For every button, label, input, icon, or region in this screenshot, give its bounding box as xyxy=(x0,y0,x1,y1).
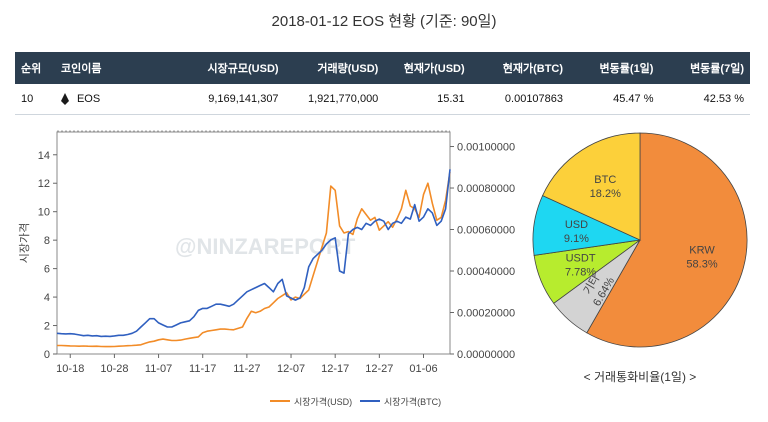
y-left-tick-label: 8 xyxy=(44,235,50,247)
header-rank[interactable]: 순위 xyxy=(15,52,55,84)
pie-slice-BTC[interactable] xyxy=(542,132,641,241)
chart-axes: 0 2 4 6 8 10 12 14 0.00000000 0.00020000 0.0004000… xyxy=(18,130,515,375)
y-left-tick-label: 2 xyxy=(44,321,50,333)
y-left-tick-label: 14 xyxy=(38,150,50,162)
chart-lines xyxy=(56,169,451,348)
header-price-btc[interactable]: 현재가(BTC) xyxy=(470,52,570,84)
y-axis-label: 시장가격 xyxy=(18,223,31,263)
pie-slice-percent: 18.2% xyxy=(590,188,621,200)
pie-caption: < 거래통화비율(1일) > xyxy=(583,370,697,384)
pie-slice-name: KRW xyxy=(689,245,715,257)
pie-slice-name: USD xyxy=(565,219,588,231)
coin-name-text: EOS xyxy=(76,92,101,105)
legend-label-1[interactable]: 시장가격(BTC) xyxy=(384,396,441,407)
cell-market-cap: 9,169,141,307 xyxy=(167,84,285,115)
pie-slice-percent: 9.1% xyxy=(564,233,589,245)
y-right-tick-label: 0.00000000 xyxy=(457,349,515,361)
header-change-1d[interactable]: 변동률(1일) xyxy=(569,52,660,84)
x-tick-label: 11-07 xyxy=(145,363,172,375)
x-tick-label: 11-17 xyxy=(189,363,216,375)
price-line-chart: @NINZAREPORT 0 2 4 6 8 10 12 14 0.00000000 0.0002… xyxy=(18,130,515,407)
x-tick-label: 12-07 xyxy=(277,363,305,375)
pie-slice-KRW[interactable] xyxy=(586,132,748,348)
cell-coin-name: EOS xyxy=(54,84,168,115)
eos-coin-icon xyxy=(60,93,69,106)
pie-slice-percent: 58.3% xyxy=(686,259,717,271)
y-left-tick-label: 6 xyxy=(44,264,50,276)
header-price-usd[interactable]: 현재가(USD) xyxy=(384,52,471,84)
cell-change-1d: 45.47 % xyxy=(569,84,660,115)
pie-label-group: USD 9.1% xyxy=(564,219,589,245)
x-tick-label: 12-17 xyxy=(321,363,349,375)
pie-slice-name: BTC xyxy=(594,174,616,186)
pie-label-group: USDT 7.78% xyxy=(565,252,596,278)
plot-frame xyxy=(56,131,451,355)
y-right-tick-label: 0.00020000 xyxy=(457,308,515,320)
y-left-tick-label: 10 xyxy=(38,207,50,219)
pie-slice-percent: 7.78% xyxy=(565,266,596,278)
x-tick-label: 10-18 xyxy=(56,363,84,375)
x-tick-label: 01-06 xyxy=(409,363,437,375)
chart-legend: 시장가격(USD) 시장가격(BTC) xyxy=(270,396,441,407)
y-left-tick-label: 12 xyxy=(38,178,50,190)
y-right-tick-label: 0.00060000 xyxy=(457,225,515,237)
pie-label-group: BTC 18.2% xyxy=(590,174,621,200)
y-right-tick-label: 0.00040000 xyxy=(457,266,515,278)
header-change-7d[interactable]: 변동률(7일) xyxy=(659,52,750,84)
header-coin-name[interactable]: 코인이름 xyxy=(54,52,168,84)
x-tick-label: 12-27 xyxy=(365,363,393,375)
cell-rank: 10 xyxy=(15,84,55,115)
x-tick-label: 10-28 xyxy=(100,363,128,375)
table-row[interactable]: 10 EOS 9,169,141,307 1,921,770,000 15.31… xyxy=(15,84,750,115)
cell-volume: 1,921,770,000 xyxy=(284,84,385,115)
table-header-row: 순위 코인이름 시장규모(USD) 거래량(USD) 현재가(USD) 현재가(… xyxy=(15,52,750,84)
y-left-tick-label: 0 xyxy=(44,349,50,361)
series-line-0 xyxy=(57,171,451,348)
watermark: @NINZAREPORT xyxy=(175,234,356,259)
header-volume[interactable]: 거래량(USD) xyxy=(284,52,385,84)
series-line-1 xyxy=(56,169,451,338)
y-left-tick-label: 4 xyxy=(44,292,50,304)
y-right-tick-label: 0.00080000 xyxy=(457,183,515,195)
legend-label-0[interactable]: 시장가격(USD) xyxy=(294,396,352,407)
y-right-tick-label: 0.00100000 xyxy=(457,142,515,154)
x-tick-label: 11-27 xyxy=(233,363,260,375)
pie-slice-name: USDT xyxy=(566,252,596,264)
pie-label-group: KRW 58.3% xyxy=(686,245,717,271)
cell-change-7d: 42.53 % xyxy=(659,84,750,115)
page-title: 2018-01-12 EOS 현황 (기준: 90일) xyxy=(271,13,497,30)
cell-price-btc: 0.00107863 xyxy=(470,84,570,115)
cell-price-usd: 15.31 xyxy=(384,84,471,115)
coin-info-table: 순위 코인이름 시장규모(USD) 거래량(USD) 현재가(USD) 현재가(… xyxy=(15,52,750,115)
header-market-cap[interactable]: 시장규모(USD) xyxy=(167,52,285,84)
